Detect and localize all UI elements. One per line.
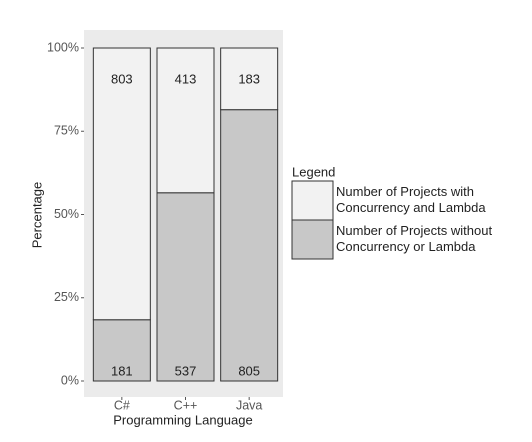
x-axis-title: Programming Language: [113, 412, 252, 427]
data-label: 805: [238, 363, 260, 378]
bar-segment: [156, 192, 215, 382]
data-label: 537: [175, 363, 197, 378]
y-tick-label: 25%: [54, 290, 79, 304]
y-tick-label: 50%: [54, 207, 79, 221]
x-tick-label: C#: [114, 398, 130, 412]
x-tick-label: Java: [236, 398, 262, 412]
legend-label: Number of Projects with Concurrency and L…: [336, 184, 486, 215]
bar-segment: [92, 319, 151, 382]
x-tick-label: C++: [174, 398, 198, 412]
bar-segment: [92, 47, 151, 321]
y-axis-title: Percentage: [29, 182, 44, 249]
legend-key: [291, 180, 334, 221]
legend-label: Number of Projects without Concurrency or…: [336, 223, 492, 254]
bar-segment: [220, 109, 279, 382]
legend-title: Legend: [292, 164, 335, 179]
data-label: 803: [111, 71, 133, 86]
y-tick-label: 75%: [54, 124, 79, 138]
legend-key: [291, 219, 334, 260]
data-label: 181: [111, 363, 133, 378]
data-label: 183: [238, 71, 260, 86]
y-tick-label: 100%: [47, 40, 79, 54]
data-label: 413: [175, 71, 197, 86]
bar-segment: [156, 47, 215, 194]
bar-segment: [220, 47, 279, 111]
y-tick-label: 0%: [61, 373, 79, 387]
